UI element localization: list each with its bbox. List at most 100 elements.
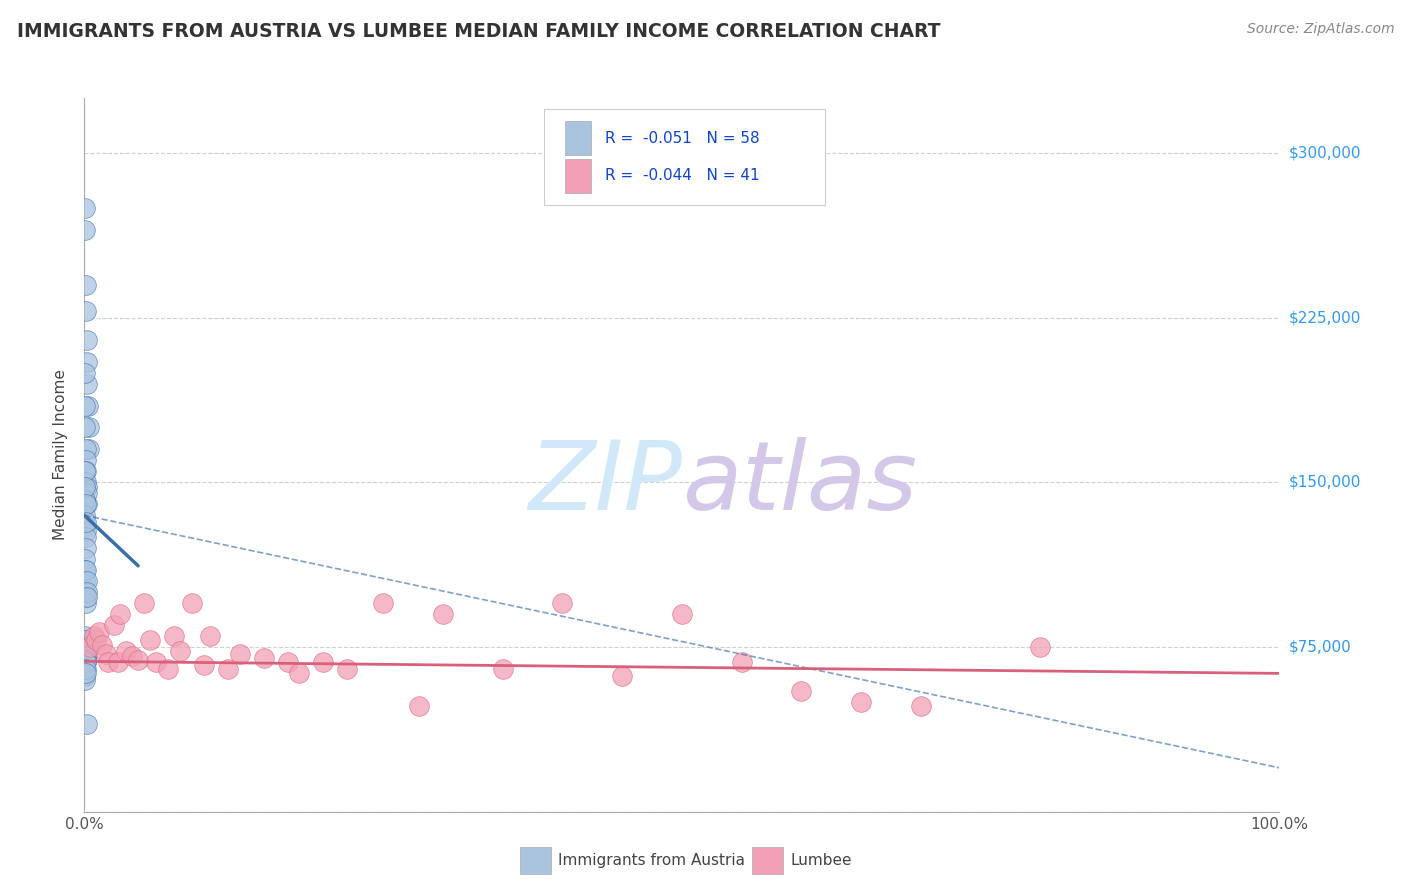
Y-axis label: Median Family Income: Median Family Income — [53, 369, 69, 541]
FancyBboxPatch shape — [544, 109, 825, 205]
Point — [75, 563, 97, 577]
Point — [75, 642, 97, 657]
Point — [132, 596, 156, 610]
Point — [75, 420, 97, 434]
Point — [75, 647, 97, 661]
Point — [83, 629, 105, 643]
Point — [121, 648, 143, 663]
Point — [610, 668, 633, 682]
Text: atlas: atlas — [682, 437, 917, 530]
Point — [75, 399, 97, 413]
Point — [75, 644, 97, 658]
Point — [75, 464, 97, 478]
Point — [75, 666, 97, 681]
Point — [77, 420, 100, 434]
Point — [127, 653, 149, 667]
Point — [77, 442, 100, 457]
Point — [75, 648, 97, 663]
Point — [75, 442, 97, 457]
Point — [371, 596, 394, 610]
Point — [73, 552, 96, 566]
Point — [551, 596, 574, 610]
Text: $300,000: $300,000 — [1289, 145, 1361, 161]
Point — [76, 590, 98, 604]
Point — [731, 656, 754, 670]
Point — [91, 638, 114, 652]
Point — [76, 717, 98, 731]
Point — [75, 497, 97, 511]
Point — [76, 486, 98, 500]
Text: Immigrants from Austria: Immigrants from Austria — [558, 854, 745, 868]
Point — [110, 607, 132, 621]
Point — [288, 666, 311, 681]
Point — [75, 530, 97, 544]
Point — [75, 453, 97, 467]
Point — [76, 480, 98, 494]
Point — [76, 333, 98, 347]
Point — [75, 656, 97, 670]
Point — [75, 277, 97, 292]
Text: $225,000: $225,000 — [1289, 310, 1361, 326]
Point — [790, 684, 813, 698]
Point — [75, 656, 97, 670]
Point — [910, 699, 932, 714]
Point — [75, 590, 97, 604]
Point — [76, 354, 98, 368]
FancyBboxPatch shape — [565, 159, 591, 193]
Point — [103, 618, 125, 632]
Text: IMMIGRANTS FROM AUSTRIA VS LUMBEE MEDIAN FAMILY INCOME CORRELATION CHART: IMMIGRANTS FROM AUSTRIA VS LUMBEE MEDIAN… — [17, 22, 941, 41]
Point — [492, 662, 515, 676]
Point — [115, 644, 138, 658]
Point — [139, 633, 162, 648]
Point — [73, 629, 96, 643]
Point — [76, 574, 98, 589]
Point — [75, 673, 97, 687]
Point — [75, 633, 97, 648]
Point — [97, 656, 120, 670]
Point — [75, 574, 97, 589]
Point — [336, 662, 359, 676]
Point — [75, 519, 97, 533]
FancyBboxPatch shape — [565, 121, 591, 155]
Point — [169, 644, 191, 658]
Point — [75, 653, 97, 667]
Text: ZIP: ZIP — [529, 437, 682, 530]
Point — [75, 585, 97, 599]
Point — [76, 376, 98, 391]
Point — [75, 541, 97, 556]
Point — [77, 399, 100, 413]
Point — [79, 640, 101, 654]
Point — [228, 647, 250, 661]
Point — [76, 585, 98, 599]
Text: R =  -0.051   N = 58: R = -0.051 N = 58 — [606, 130, 761, 145]
Point — [75, 668, 97, 682]
Point — [671, 607, 693, 621]
Point — [75, 475, 97, 490]
Point — [75, 666, 97, 681]
Point — [408, 699, 430, 714]
Point — [73, 662, 96, 676]
Point — [75, 662, 97, 676]
Point — [217, 662, 239, 676]
Point — [180, 596, 202, 610]
Point — [1029, 640, 1052, 654]
Point — [253, 651, 276, 665]
Point — [75, 640, 97, 654]
Point — [145, 656, 167, 670]
Point — [73, 201, 96, 215]
Point — [94, 647, 117, 661]
Text: $150,000: $150,000 — [1289, 475, 1361, 490]
Point — [432, 607, 454, 621]
Point — [157, 662, 180, 676]
Point — [75, 304, 97, 318]
Point — [312, 656, 335, 670]
Point — [84, 633, 107, 648]
Point — [87, 624, 110, 639]
Text: Lumbee: Lumbee — [790, 854, 852, 868]
Point — [75, 651, 97, 665]
Point — [163, 629, 186, 643]
Text: R =  -0.044   N = 41: R = -0.044 N = 41 — [606, 169, 761, 184]
Point — [73, 492, 96, 507]
Point — [75, 223, 97, 237]
Point — [107, 656, 129, 670]
